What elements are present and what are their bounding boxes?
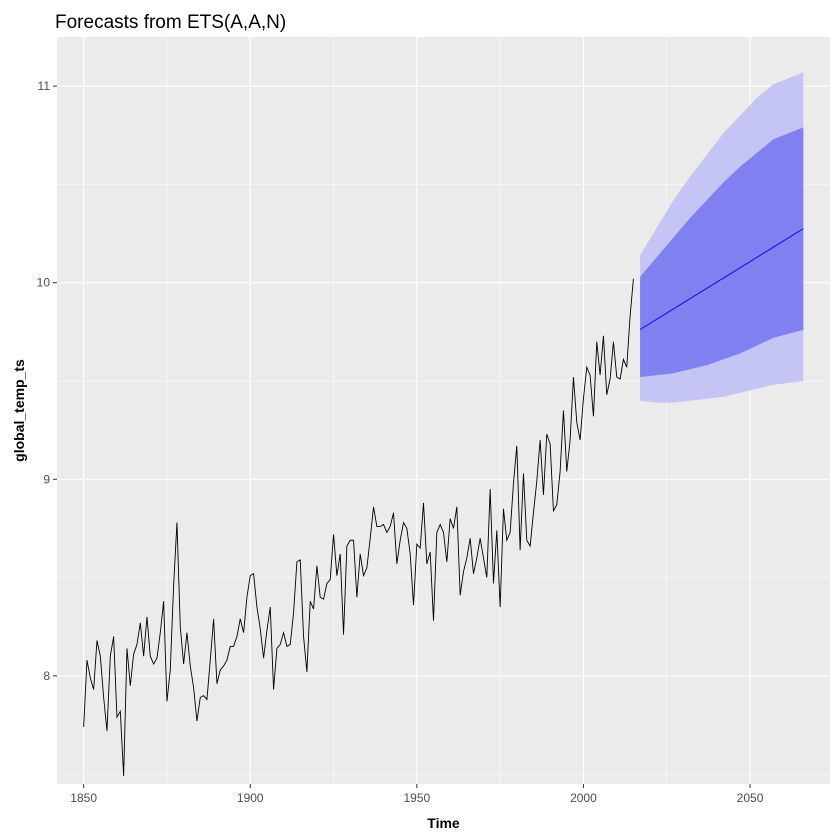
chart-title: Forecasts from ETS(A,A,N) <box>55 12 286 33</box>
y-axis: 8 9 10 11 <box>37 79 57 683</box>
x-tick-label: 2050 <box>737 791 764 805</box>
forecast-line <box>639 228 804 330</box>
y-axis-title: global_temp_ts <box>11 359 27 462</box>
y-tick-label: 11 <box>38 79 51 93</box>
grid-major <box>57 37 830 784</box>
x-axis: 1850 1900 1950 2000 2050 <box>70 784 764 805</box>
y-tick-label: 9 <box>43 472 50 486</box>
band-80 <box>640 127 804 378</box>
y-tick-label: 8 <box>43 669 50 683</box>
x-axis-title: Time <box>427 815 460 831</box>
x-tick-label: 1900 <box>237 791 264 805</box>
x-tick-label: 1950 <box>403 791 430 805</box>
historical-line <box>83 278 634 777</box>
x-tick-label: 1850 <box>70 791 97 805</box>
x-tick-label: 2000 <box>570 791 597 805</box>
forecast-bands <box>640 72 804 403</box>
y-tick-label: 10 <box>37 276 51 290</box>
series-lines <box>83 228 804 777</box>
plot-panel <box>57 37 830 784</box>
